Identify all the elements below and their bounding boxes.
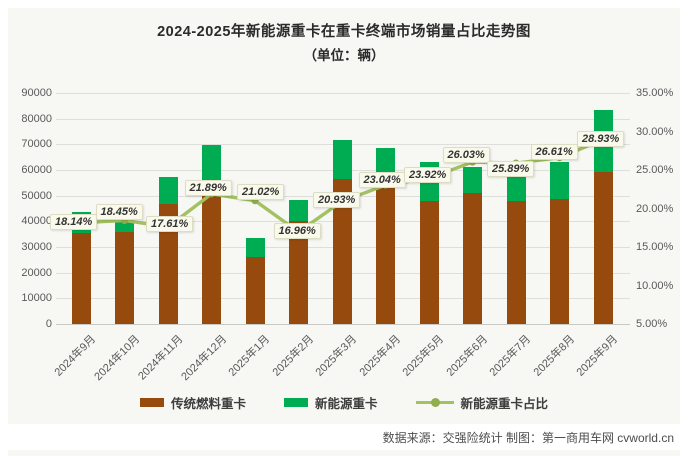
traditional-bar-segment [115,232,134,324]
x-axis-tick: 2025年2月 [270,333,317,379]
nev-bar-segment [245,238,265,258]
legend-item-traditional: 传统燃料重卡 [139,393,246,412]
gridline [56,93,630,94]
y-axis-tick-left: 40000 [21,215,52,228]
share-value-label: 17.61% [146,215,194,232]
gridline [56,324,630,325]
share-value-label: 23.04% [358,172,406,189]
nev-bar-segment [158,177,178,205]
x-axis-tick: 2025年8月 [531,333,578,379]
data-source-credit: 数据来源：交强险统计 制图：第一商用车网 cvworld.cn [382,431,674,445]
x-axis-tick: 2025年1月 [226,333,273,379]
legend-label-share: 新能源重卡占比 [460,397,549,411]
x-axis-tick: 2025年7月 [487,333,534,379]
nev-bar-segment [463,166,482,194]
chart-subtitle: （单位：辆） [303,48,385,63]
nev-bar-swatch-icon [283,398,308,407]
share-line-swatch-icon [415,398,454,407]
y-axis-tick-right: 35.00% [636,87,674,99]
y-axis-tick-right: 10.00% [636,279,674,292]
y-axis-tick-right: 20.00% [636,202,674,215]
traditional-bar-segment [419,200,439,324]
y-axis-tick-left: 60000 [21,164,52,176]
gridline [56,118,630,120]
share-value-label: 20.93% [313,192,361,209]
nev-bar-segment [550,161,569,199]
traditional-bar-segment [245,257,265,324]
x-axis-tick: 2025年5月 [400,333,447,379]
x-axis-tick: 2024年11月 [136,333,186,383]
nev-bar-segment [202,144,221,185]
x-axis-tick: 2024年12月 [179,333,230,384]
traditional-bar-segment [71,232,91,324]
share-value-label: 25.89% [487,161,535,178]
traditional-bar-segment [289,221,308,324]
y-axis-tick-left: 0 [45,318,52,330]
x-axis-tick: 2025年3月 [313,333,360,379]
y-axis-tick-right: 5.00% [636,318,668,330]
y-axis-tick-right: 15.00% [636,241,674,253]
nev-bar-segment [332,139,352,179]
share-value-label: 18.45% [95,204,143,221]
legend-item-share: 新能源重卡占比 [415,393,549,412]
share-value-label: 16.96% [273,222,321,239]
y-axis-tick-left: 50000 [21,189,52,202]
legend-label-nev: 新能源重卡 [314,397,378,411]
x-axis-tick: 2025年6月 [444,333,491,379]
legend: 传统燃料重卡 新能源重卡 新能源重卡占比 [0,393,688,412]
traditional-bar-segment [593,172,613,324]
x-axis-tick: 2025年9月 [574,333,621,379]
y-axis-tick-right: 25.00% [636,164,674,176]
nev-bar-segment [289,200,308,222]
y-axis-tick-left: 80000 [21,112,52,125]
footer-strip: 数据来源：交强险统计 制图：第一商用车网 cvworld.cn [8,424,680,450]
x-axis-tick: 2025年4月 [357,333,404,379]
share-value-label: 18.14% [50,213,98,230]
y-axis-tick-right: 30.00% [636,125,674,138]
share-value-label: 21.02% [237,183,285,200]
y-axis-tick-left: 30000 [21,241,52,253]
share-value-label: 28.93% [577,130,625,147]
share-value-label: 26.61% [530,143,578,160]
traditional-bar-segment [158,204,178,324]
x-axis-tick: 2024年10月 [92,333,143,384]
legend-item-nev: 新能源重卡 [283,393,378,412]
traditional-bar-segment [202,184,221,324]
share-value-label: 23.92% [404,167,452,184]
y-axis-tick-left: 90000 [21,87,52,99]
legend-label-traditional: 传统燃料重卡 [170,397,246,411]
share-value-label: 21.89% [184,179,232,196]
traditional-bar-segment [506,200,526,324]
chart-title: 2024-2025年新能源重卡在重卡终端市场销量占比走势图 [157,24,531,40]
y-axis-tick-left: 70000 [21,138,52,151]
traditional-bar-swatch-icon [139,398,164,407]
y-axis-tick-left: 20000 [21,266,52,279]
traditional-bar-segment [376,188,395,324]
share-value-label: 26.03% [442,147,490,164]
y-axis-tick-left: 10000 [21,292,52,305]
traditional-bar-segment [550,199,569,324]
traditional-bar-segment [463,193,482,324]
